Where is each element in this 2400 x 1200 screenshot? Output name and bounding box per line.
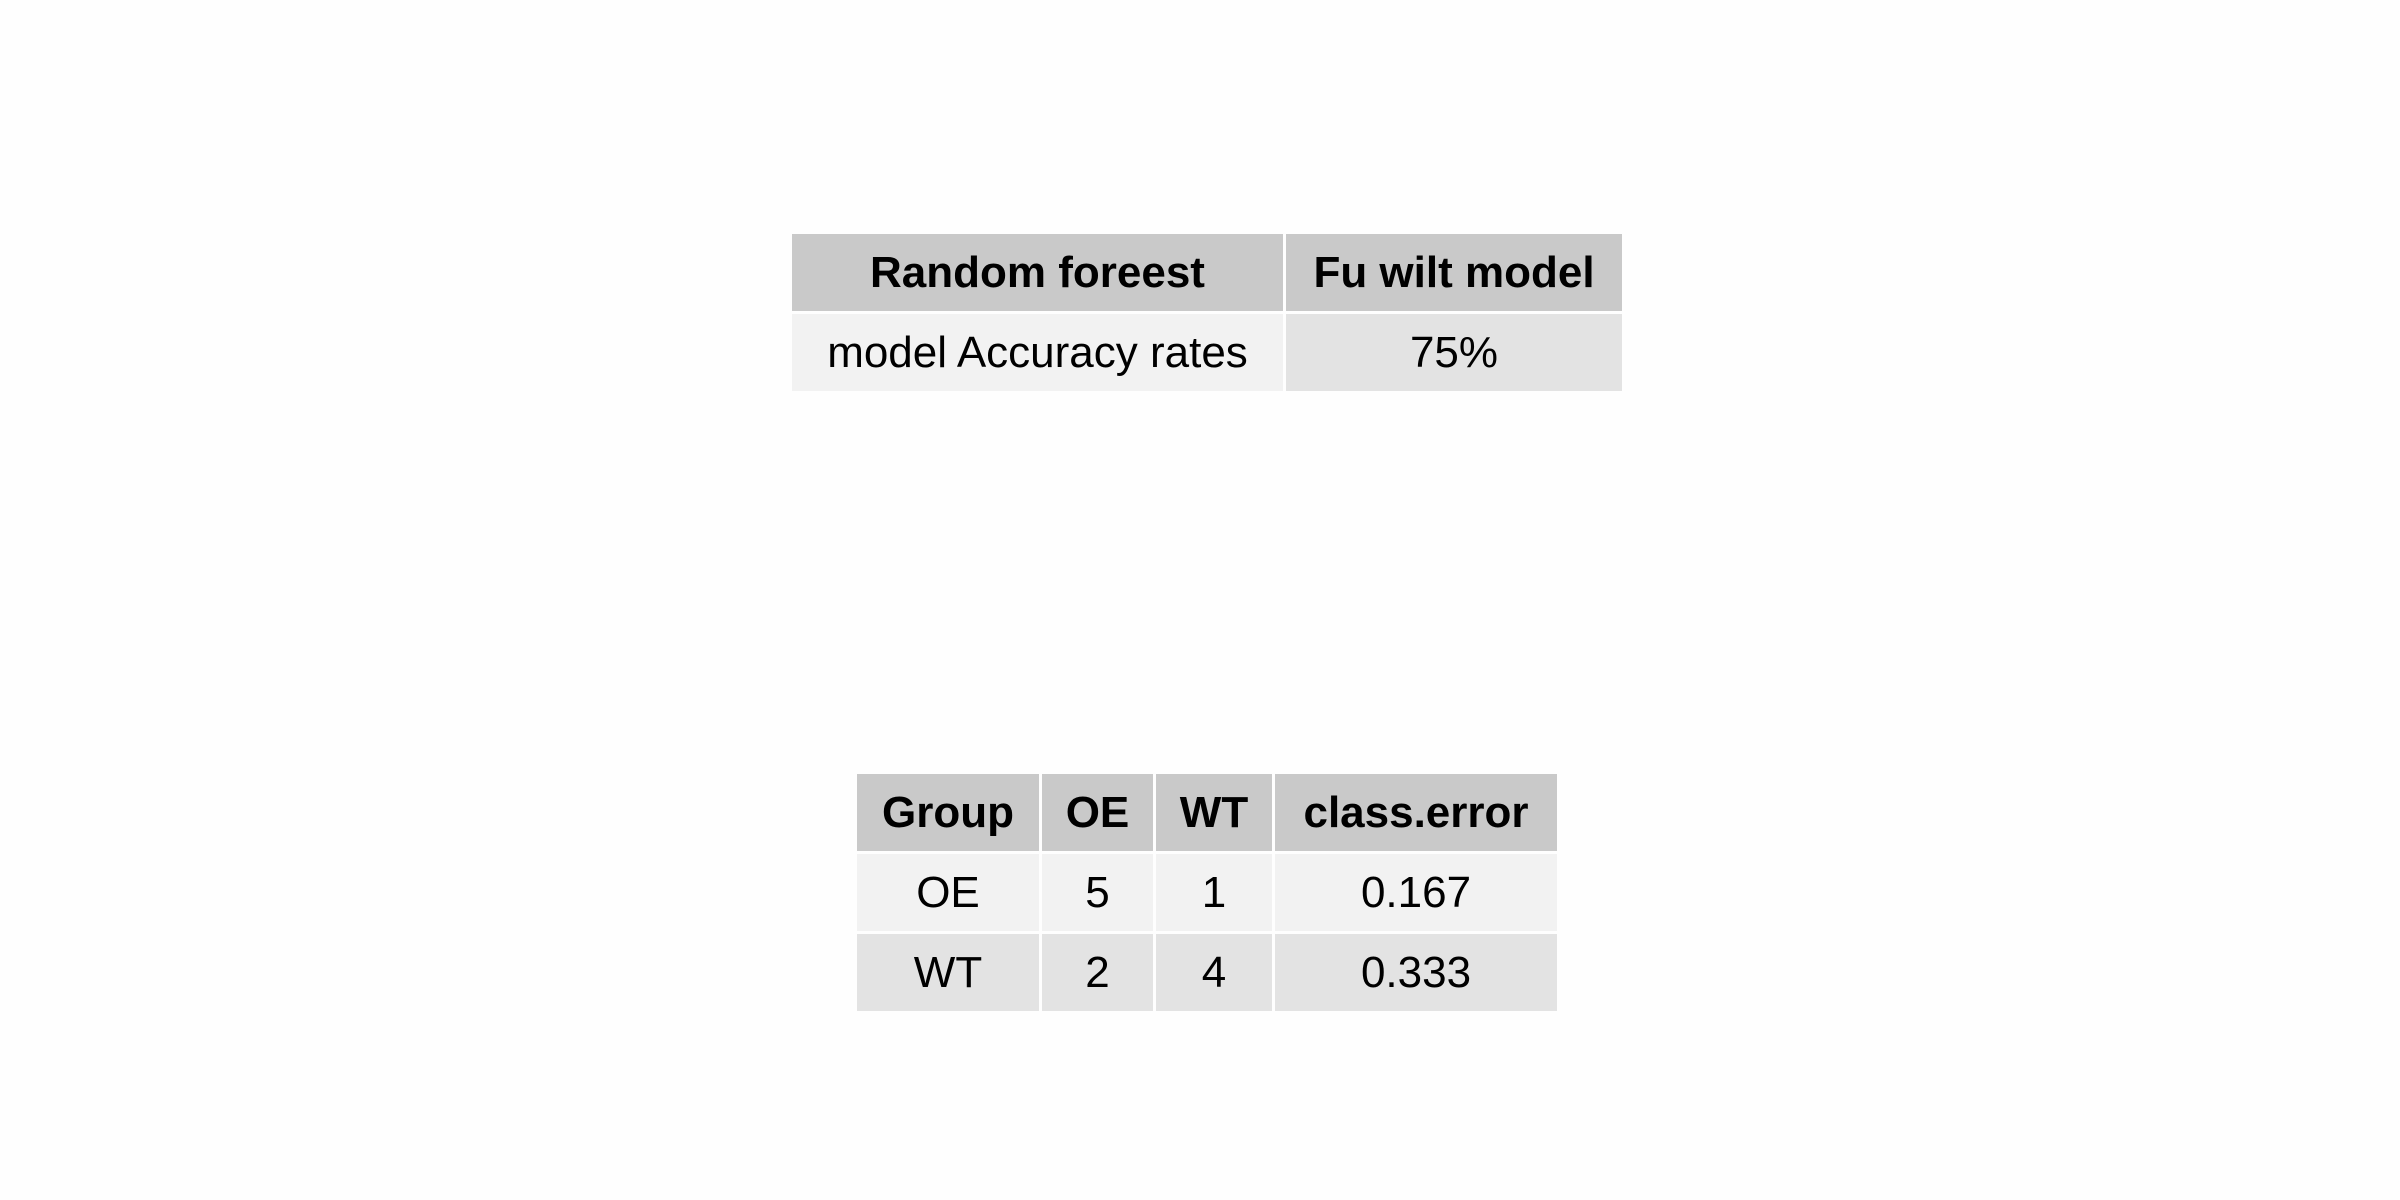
accuracy-value-cell: 75% <box>1286 314 1622 391</box>
table-row: WT 2 4 0.333 <box>857 934 1557 1011</box>
row-class-error-cell: 0.333 <box>1275 934 1557 1011</box>
row-group-cell: OE <box>857 854 1039 931</box>
confusion-header-row: Group OE WT class.error <box>857 774 1557 851</box>
accuracy-label-cell: model Accuracy rates <box>792 314 1283 391</box>
row-wt-cell: 4 <box>1156 934 1272 1011</box>
row-oe-cell: 5 <box>1042 854 1153 931</box>
header-fu-wilt-model: Fu wilt model <box>1286 234 1622 311</box>
row-class-error-cell: 0.167 <box>1275 854 1557 931</box>
row-oe-cell: 2 <box>1042 934 1153 1011</box>
confusion-matrix-table: Group OE WT class.error OE 5 1 0.167 WT … <box>854 771 1560 1014</box>
accuracy-data-row: model Accuracy rates 75% <box>792 314 1622 391</box>
header-class-error: class.error <box>1275 774 1557 851</box>
accuracy-table: Random foreest Fu wilt model model Accur… <box>789 231 1625 394</box>
row-group-cell: WT <box>857 934 1039 1011</box>
header-random-forest: Random foreest <box>792 234 1283 311</box>
row-wt-cell: 1 <box>1156 854 1272 931</box>
header-group: Group <box>857 774 1039 851</box>
table-row: OE 5 1 0.167 <box>857 854 1557 931</box>
header-wt: WT <box>1156 774 1272 851</box>
accuracy-header-row: Random foreest Fu wilt model <box>792 234 1622 311</box>
header-oe: OE <box>1042 774 1153 851</box>
